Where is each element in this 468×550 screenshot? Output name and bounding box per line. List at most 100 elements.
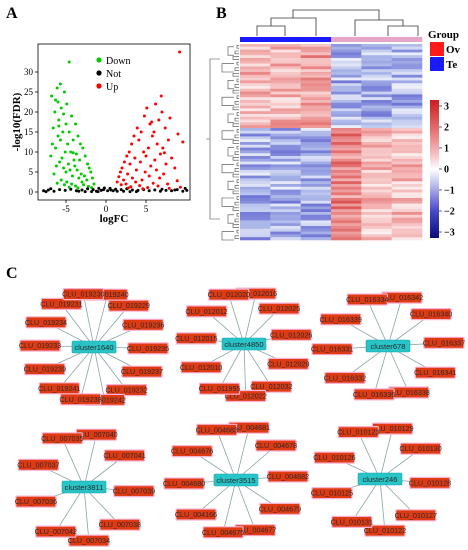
heatmap-cell	[331, 46, 362, 50]
colorbar-tick-label: 2	[444, 123, 449, 134]
heatmap-cell	[300, 108, 332, 112]
heatmap-cell	[270, 153, 301, 157]
nodes-cluster1640: CLU_019240 CLU_019229 CLU_019236 CLU_019235…	[19, 288, 169, 406]
heatmap-cell	[300, 128, 332, 132]
heatmap-cell	[361, 195, 392, 199]
gene-node-box	[35, 525, 77, 538]
gene-node-label: CLU_012032	[250, 382, 292, 391]
heatmap-cell	[270, 83, 301, 87]
heatmap-cell	[240, 153, 271, 157]
heatmap-cell	[240, 144, 271, 148]
heatmap-cell	[240, 128, 271, 132]
heatmap-cell	[300, 83, 332, 87]
gene-node-label: CLU_004166	[175, 510, 217, 519]
volcano-point-not-1-22	[164, 188, 168, 192]
heatmap-cell	[300, 158, 332, 162]
volcano-point-up-2-7	[163, 126, 167, 130]
gene-node-label: CLU_010127	[395, 511, 437, 520]
colorbar-tick-label: 1	[444, 144, 449, 155]
heatmap-cell	[391, 214, 423, 218]
gene-node-label: CLU_012029	[267, 359, 309, 368]
heatmap-cell	[361, 60, 392, 64]
gene-node-label: CLU_007041	[103, 451, 145, 460]
heatmap-cell	[331, 214, 362, 218]
edge-CLU_019229	[93, 305, 130, 348]
heatmap-cell	[270, 139, 301, 143]
heatmap-cell	[270, 181, 301, 185]
heatmap-cell	[361, 214, 392, 218]
volcano-point-not-1-37	[128, 190, 132, 194]
volcano-point-not-1-27	[106, 189, 110, 193]
heatmap-cell	[391, 186, 423, 190]
gene-node-box	[163, 477, 205, 490]
hub-node-box	[357, 472, 403, 486]
hub-node-box	[71, 340, 117, 354]
gene-node-CLU_010127: CLU_010127	[395, 509, 437, 522]
gene-node-label: CLU_007037	[17, 460, 59, 469]
heatmap-cell	[391, 156, 423, 160]
heatmap-cell	[300, 226, 332, 230]
volcano-point-down-0-63	[54, 98, 58, 102]
volcano-point-down-0-27	[72, 158, 76, 162]
nodes-cluster3811: CLU_007040 CLU_007041 CLU_007039 CLU_007038…	[15, 428, 155, 547]
heatmap-cell	[270, 111, 301, 115]
volcano-point-up-2-34	[154, 168, 158, 172]
heatmap-cell	[391, 167, 423, 171]
heatmap-cell	[300, 60, 332, 64]
colorbar	[430, 100, 439, 238]
volcano-point-up-2-47	[134, 180, 138, 184]
heatmap-cell	[240, 209, 271, 213]
volcano-point-not-1-16	[130, 188, 134, 192]
volcano-point-up-2-49	[124, 182, 128, 186]
heatmap-cell	[300, 156, 332, 160]
gene-node-label: CLU_007035	[41, 434, 83, 443]
heatmap-cell	[300, 139, 332, 143]
col-dendro-link-1	[256, 25, 286, 36]
heatmap-cell	[300, 80, 332, 84]
gene-node-box	[99, 518, 141, 531]
heatmap-cell	[270, 209, 301, 213]
gene-node-label: CLU_019236	[122, 320, 164, 329]
heatmap-cell	[361, 212, 392, 216]
gene-node-CLU_010131: CLU_010131	[331, 515, 373, 529]
volcano-point-down-0-2	[50, 94, 54, 98]
heatmap-cell	[391, 69, 423, 73]
volcano-point-down-0-7	[57, 118, 61, 122]
gene-node-box	[103, 449, 146, 462]
heatmap-cell	[331, 80, 362, 84]
group-bar-cell-5	[391, 37, 423, 42]
volcano-point-down-0-61	[57, 124, 61, 128]
volcano-point-down-0-35	[62, 166, 66, 170]
heatmap-cell	[300, 195, 332, 199]
hub-node-label: cluster4850	[224, 340, 263, 349]
volcano-point-up-2-35	[118, 170, 122, 174]
heatmap-cell	[331, 172, 362, 176]
heatmap-cell	[300, 170, 332, 174]
volcano-point-up-2-25	[153, 158, 157, 162]
heatmap-cell	[240, 119, 271, 123]
heatmap-cell	[391, 80, 423, 84]
gene-node-box	[267, 470, 309, 483]
heatmap-cell	[270, 116, 301, 120]
volcano-point-up-2-52	[138, 184, 142, 188]
heatmap-cell	[361, 186, 392, 190]
nodes-cluster246: CLU_010129 CLU_010130 CLU_010128 CLU_010127…	[311, 422, 451, 537]
heatmap-cell	[240, 156, 271, 160]
heatmap-cell	[240, 226, 271, 230]
volcano-point-down-0-19	[54, 146, 58, 150]
volcano-point-up-2-2	[160, 110, 164, 114]
heatmap-cell	[331, 86, 362, 90]
hub-node-label: cluster3811	[65, 483, 104, 492]
gene-node-box	[41, 432, 83, 445]
gene-node-label: CLU_004676	[171, 447, 213, 456]
volcano-point-not-1-39	[134, 190, 138, 194]
gene-node-CLU_016336: CLU_016336	[353, 388, 395, 401]
gene-node-box	[108, 299, 150, 312]
volcano-point-down-0-3	[65, 102, 69, 106]
volcano-point-up-2-53	[156, 184, 160, 188]
heatmap-cell	[240, 97, 271, 101]
heatmap-cell	[240, 161, 271, 165]
volcano-point-down-0-23	[74, 152, 78, 156]
gene-node-label: CLU_007039	[113, 487, 155, 496]
group-annotation-bar	[240, 37, 423, 42]
